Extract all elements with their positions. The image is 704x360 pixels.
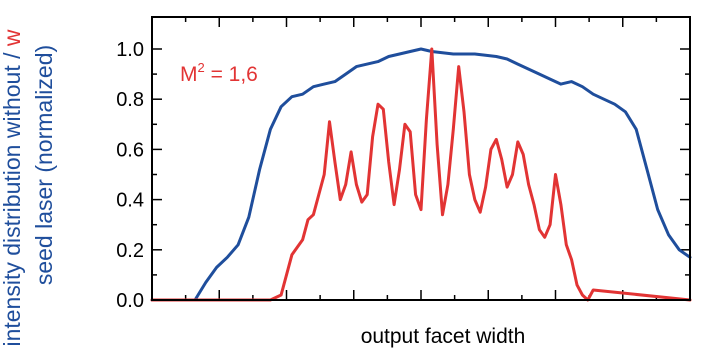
series-group: [150, 47, 692, 302]
y-axis-label: intensity distribution without / w seed …: [0, 29, 57, 346]
y-axis-label-line1: intensity distribution without / w: [0, 29, 25, 346]
y-axis-label-line1-suffix: w: [0, 29, 25, 47]
y-tick-label: 0.0: [116, 290, 144, 312]
annotation-m2: M2 = 1,6: [180, 60, 258, 86]
y-tick-label: 0.6: [116, 139, 144, 161]
y-axis-label-line1-prefix: intensity distribution without /: [0, 46, 25, 346]
series-line-red: [150, 47, 692, 302]
annotation-m2-base: M: [180, 63, 198, 86]
y-tick-labels: 0.0 0.2 0.4 0.6 0.8 1.0: [116, 39, 144, 312]
annotation-m2-superscript: 2: [198, 60, 205, 75]
series-line-blue: [150, 47, 692, 302]
annotation-m2-rest: = 1,6: [205, 63, 258, 86]
y-tick-label: 0.4: [116, 190, 144, 212]
y-tick-label: 0.8: [116, 89, 144, 111]
y-axis-label-line2: seed laser (normalized): [31, 45, 57, 285]
y-tick-label: 1.0: [116, 39, 144, 61]
plot-frame: [151, 16, 691, 301]
x-axis-label: output facet width: [361, 325, 526, 348]
axis-ticks: [151, 17, 691, 301]
y-tick-label: 0.2: [116, 240, 144, 262]
